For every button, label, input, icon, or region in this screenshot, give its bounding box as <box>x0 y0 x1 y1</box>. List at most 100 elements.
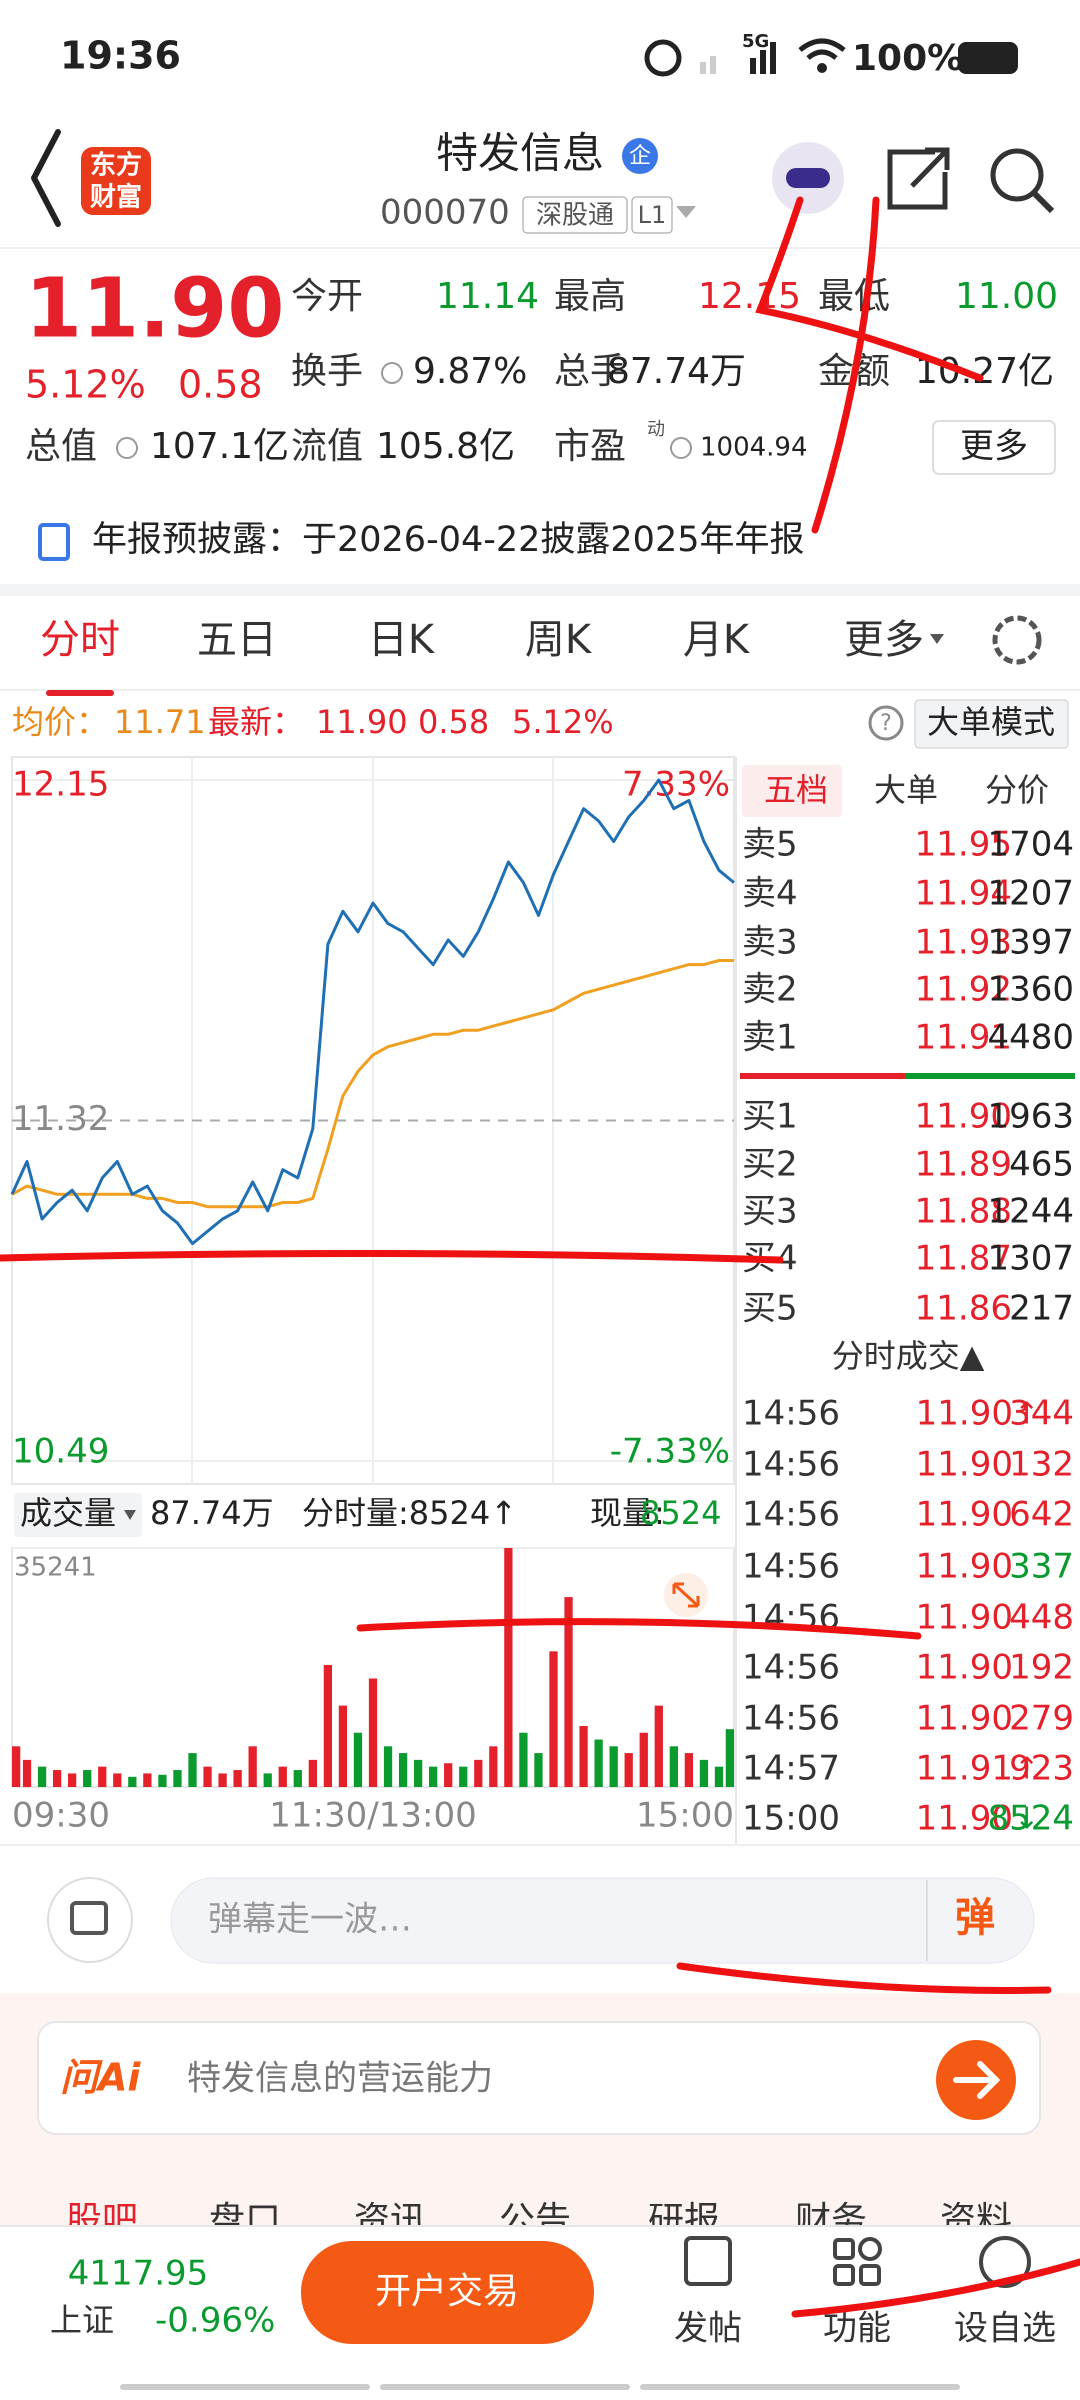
info-icon <box>381 362 403 384</box>
book-price: 11.93 <box>915 923 1012 963</box>
trades-title: 分时成交▲ <box>832 1337 985 1375</box>
more-button[interactable] <box>932 420 1056 475</box>
post-icon[interactable] <box>684 2236 732 2286</box>
book-price: 11.86 <box>915 1289 1012 1329</box>
volume-bar <box>725 1729 734 1787</box>
app-logo[interactable] <box>81 147 151 215</box>
ai-box[interactable] <box>37 2021 1041 2135</box>
y-tick-label: 35241 <box>14 1553 97 1583</box>
volume-bar <box>489 1746 498 1787</box>
back-button[interactable] <box>31 129 61 227</box>
search-handle <box>1031 190 1055 214</box>
field-label: 流值 <box>291 426 363 467</box>
nav-item[interactable]: 功能 <box>823 2309 891 2349</box>
field-value: 105.8亿 <box>376 426 515 467</box>
home-indicator <box>120 2384 370 2390</box>
field-label: 最低 <box>818 276 890 317</box>
annotation-stroke <box>811 196 880 534</box>
settings-icon[interactable] <box>992 615 1042 665</box>
help-icon[interactable] <box>868 705 904 741</box>
trade-button-label[interactable]: 开户交易 <box>375 2271 519 2312</box>
trade-price: 11.90 <box>916 1799 1013 1839</box>
arrow-icon <box>953 2061 1001 2099</box>
volume-bar <box>368 1678 378 1787</box>
field-value: 9.87% <box>413 351 527 392</box>
x-tick-label: 09:30 <box>12 1796 110 1836</box>
trade-time: 14:56 <box>742 1547 840 1587</box>
price-line <box>10 778 735 1246</box>
volume-bar <box>594 1739 603 1787</box>
field-value: 11.00 <box>955 276 1058 317</box>
search-icon[interactable] <box>990 148 1044 202</box>
nav-item[interactable]: 发帖 <box>674 2309 742 2349</box>
field-label: 今开 <box>291 276 363 317</box>
period-tab[interactable]: 月K <box>683 617 751 663</box>
danmaku-button[interactable]: 弹 <box>955 1895 995 1941</box>
trade-volume: 337 <box>1009 1547 1074 1587</box>
stock-tag: 深股通 <box>536 201 614 231</box>
book-tab[interactable]: 分价 <box>985 771 1049 809</box>
book-volume: 1704 <box>987 825 1074 865</box>
avg-value: 11.71 <box>114 703 206 741</box>
period-tab[interactable]: 更多 <box>844 617 924 663</box>
ai-prompt: 特发信息的营运能力 <box>187 2059 493 2099</box>
volume-bar <box>654 1705 663 1787</box>
field-label: 换手 <box>291 351 363 392</box>
volume-bar <box>383 1746 393 1787</box>
volume-bar <box>37 1766 47 1787</box>
volume-bar <box>459 1766 468 1787</box>
comment-input[interactable] <box>170 1877 1035 1964</box>
volume-total: 87.74万 <box>150 1494 274 1532</box>
more-button-label[interactable]: 更多 <box>960 427 1028 467</box>
volume-bar <box>684 1753 694 1787</box>
trade-volume: 8524 <box>987 1799 1074 1839</box>
field-value: 10.27亿 <box>915 351 1054 392</box>
annotation-stroke <box>755 196 984 382</box>
volume-bar <box>669 1746 678 1787</box>
mode-label[interactable]: 大单模式 <box>927 703 1055 741</box>
period-tab[interactable]: 分时 <box>40 617 120 663</box>
function-icon-part <box>858 2237 882 2261</box>
trade-volume: 642 <box>1009 1495 1074 1535</box>
trade-price: 11.90 <box>916 1699 1013 1739</box>
level-tag: L1 <box>638 201 667 229</box>
period-tab[interactable]: 五日 <box>197 617 277 663</box>
book-volume: 4480 <box>987 1018 1074 1058</box>
book-volume: 1207 <box>987 874 1074 914</box>
volume-bar <box>398 1753 408 1787</box>
book-volume: 465 <box>1009 1145 1074 1185</box>
annotation-stroke <box>356 1618 922 1640</box>
alarm-icon <box>644 39 682 77</box>
period-tab[interactable]: 周K <box>525 617 593 663</box>
book-volume: 1244 <box>987 1192 1074 1232</box>
book-tab[interactable]: 五档 <box>764 771 828 809</box>
change-percent: 5.12% <box>25 363 146 407</box>
book-tab[interactable]: 大单 <box>874 771 938 809</box>
mode-button[interactable] <box>914 699 1069 749</box>
volume-label[interactable]: 成交量 <box>20 1494 116 1532</box>
trade-button[interactable] <box>301 2241 594 2344</box>
logo-text: 财富 <box>90 182 142 213</box>
period-tab[interactable]: 日K <box>368 617 436 663</box>
active-tab-underline <box>46 690 114 696</box>
book-price: 11.94 <box>915 874 1012 914</box>
volume-selector[interactable] <box>14 1493 142 1537</box>
function-icon[interactable] <box>833 2238 855 2260</box>
comment-settings[interactable] <box>47 1877 133 1963</box>
volume-bar <box>579 1725 588 1787</box>
book-level: 买5 <box>742 1289 798 1329</box>
volume-bar <box>534 1753 543 1787</box>
volume-bar <box>173 1770 182 1787</box>
trade-volume: 192 <box>1009 1648 1074 1688</box>
book-volume: 217 <box>1009 1289 1074 1329</box>
status-time: 19:36 <box>60 34 181 78</box>
annotation-stroke <box>0 1249 784 1264</box>
share-icon[interactable] <box>887 147 950 210</box>
nav-item[interactable]: 设自选 <box>954 2309 1056 2349</box>
dropdown-icon <box>930 634 944 644</box>
watchlist-icon[interactable] <box>979 2236 1031 2288</box>
field-sup: 动 <box>647 419 665 440</box>
dropdown-icon <box>124 1510 136 1520</box>
volume-bar <box>549 1651 558 1787</box>
